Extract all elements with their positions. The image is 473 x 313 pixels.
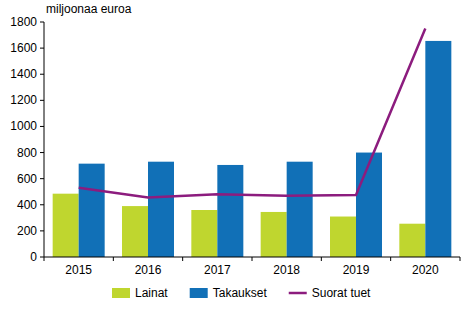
bar [330, 217, 356, 257]
chart: miljoonaa euroa 0 200 400 600 800 1000 1200 1400… [0, 0, 473, 313]
tick-label: 1200 [10, 93, 37, 107]
y-label: miljoonaa euroa [46, 2, 132, 16]
bar [217, 165, 243, 257]
legend-swatch [190, 288, 208, 298]
tick-label: 2018 [273, 263, 300, 277]
tick-label: 1600 [10, 41, 37, 55]
bar [191, 210, 217, 257]
tick-label: 1400 [10, 67, 37, 81]
bar [356, 153, 382, 257]
tick [113, 257, 114, 261]
bar [425, 41, 451, 257]
legend-label: Lainat [135, 286, 168, 300]
legend-label: Takaukset [213, 286, 268, 300]
bar [287, 162, 313, 257]
y-axis [44, 22, 45, 257]
tick [182, 257, 183, 261]
tick [40, 178, 44, 179]
tick [40, 204, 44, 205]
tick-label: 2016 [135, 263, 162, 277]
legend-swatch [112, 288, 130, 298]
tick [40, 126, 44, 127]
tick-label: 200 [17, 224, 37, 238]
tick-label: 1000 [10, 119, 37, 133]
tick-label: 2015 [65, 263, 92, 277]
bar [53, 194, 79, 257]
tick-label: 600 [17, 172, 37, 186]
tick-label: 2019 [343, 263, 370, 277]
tick [40, 257, 44, 258]
tick-label: 0 [30, 250, 37, 264]
tick-label: 1800 [10, 15, 37, 29]
tick-label: 800 [17, 146, 37, 160]
bar [399, 224, 425, 257]
tick [252, 257, 253, 261]
bar [261, 212, 287, 257]
bar [148, 162, 174, 257]
tick [40, 100, 44, 101]
tick [321, 257, 322, 261]
tick-label: 2017 [204, 263, 231, 277]
tick [460, 257, 461, 261]
tick [40, 74, 44, 75]
tick [40, 22, 44, 23]
tick [40, 230, 44, 231]
legend-swatch [289, 292, 307, 295]
tick [44, 257, 45, 261]
tick [40, 152, 44, 153]
tick [40, 48, 44, 49]
legend-label: Suorat tuet [312, 286, 371, 300]
bar [79, 164, 105, 257]
legend: Lainat Takaukset Suorat tuet [112, 286, 371, 300]
tick-label: 2020 [412, 263, 439, 277]
line [79, 29, 426, 198]
bar [122, 206, 148, 257]
plot-area [53, 29, 452, 257]
tick-label: 400 [17, 198, 37, 212]
tick [390, 257, 391, 261]
